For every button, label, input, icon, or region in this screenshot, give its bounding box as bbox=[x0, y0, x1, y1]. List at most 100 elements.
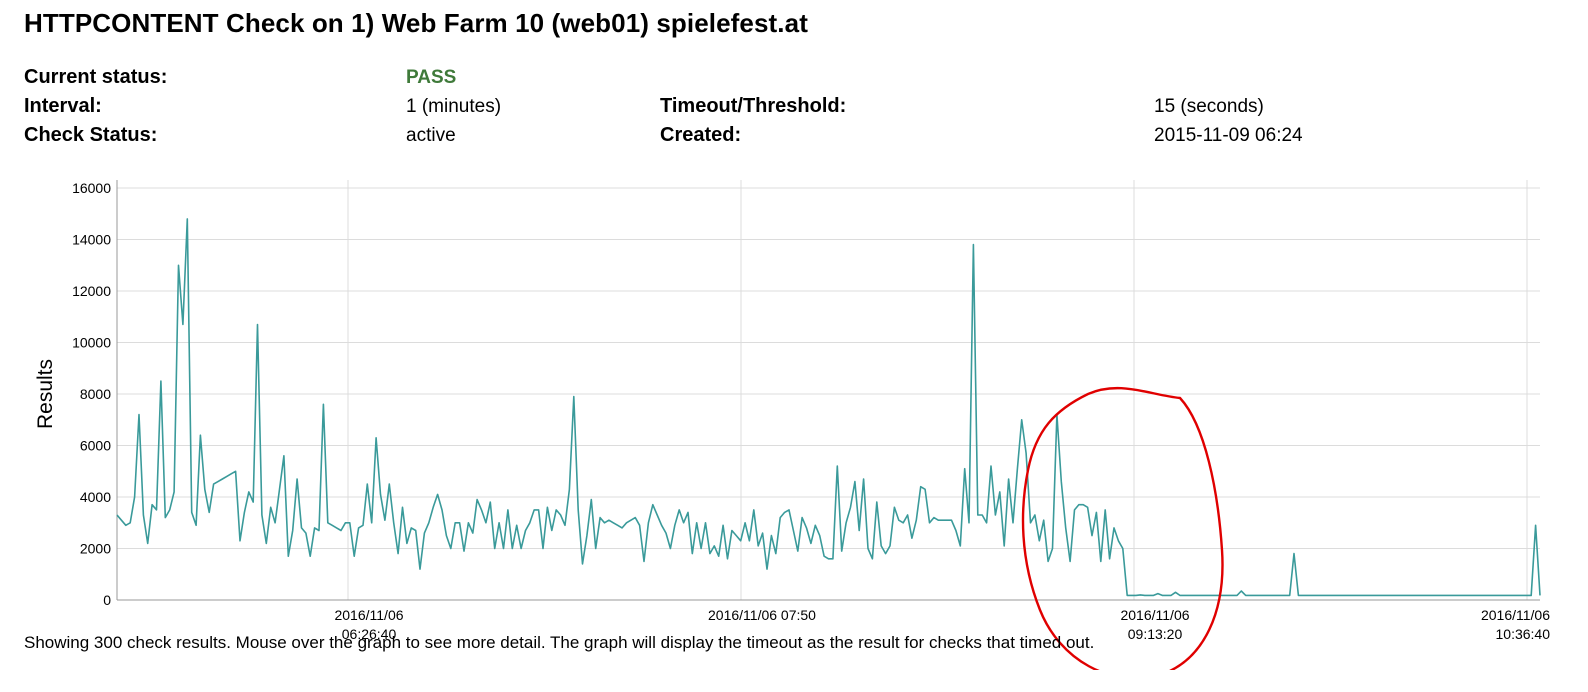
data-point[interactable] bbox=[852, 479, 858, 485]
data-point[interactable] bbox=[746, 538, 752, 544]
data-point[interactable] bbox=[672, 522, 678, 528]
data-point[interactable] bbox=[830, 556, 836, 562]
data-point[interactable] bbox=[544, 504, 550, 510]
data-point[interactable] bbox=[641, 558, 647, 564]
data-point[interactable] bbox=[360, 522, 366, 528]
data-point[interactable] bbox=[351, 553, 357, 559]
data-point[interactable] bbox=[430, 504, 436, 510]
data-point[interactable] bbox=[597, 515, 603, 521]
data-point[interactable] bbox=[777, 515, 783, 521]
data-point[interactable] bbox=[865, 546, 871, 552]
data-point[interactable] bbox=[285, 553, 291, 559]
data-point[interactable] bbox=[786, 507, 792, 513]
data-point[interactable] bbox=[1098, 558, 1104, 564]
data-point[interactable] bbox=[1014, 466, 1020, 472]
data-point[interactable] bbox=[404, 540, 410, 546]
data-point[interactable] bbox=[685, 509, 691, 515]
data-point[interactable] bbox=[1287, 592, 1293, 598]
data-point[interactable] bbox=[843, 520, 849, 526]
data-point[interactable] bbox=[839, 548, 845, 554]
data-point[interactable] bbox=[720, 522, 726, 528]
data-point[interactable] bbox=[1054, 412, 1060, 418]
data-point[interactable] bbox=[1028, 520, 1034, 526]
data-point[interactable] bbox=[909, 535, 915, 541]
data-point[interactable] bbox=[474, 497, 480, 503]
data-point[interactable] bbox=[571, 394, 577, 400]
data-point[interactable] bbox=[1120, 546, 1126, 552]
data-point[interactable] bbox=[465, 520, 471, 526]
data-point[interactable] bbox=[492, 546, 498, 552]
data-point[interactable] bbox=[114, 512, 120, 518]
data-point[interactable] bbox=[457, 520, 463, 526]
data-point[interactable] bbox=[400, 504, 406, 510]
data-point[interactable] bbox=[197, 432, 203, 438]
data-point[interactable] bbox=[1001, 543, 1007, 549]
data-point[interactable] bbox=[874, 499, 880, 505]
data-point[interactable] bbox=[391, 520, 397, 526]
data-point[interactable] bbox=[707, 551, 713, 557]
data-point[interactable] bbox=[922, 486, 928, 492]
data-point[interactable] bbox=[1111, 525, 1117, 531]
data-point[interactable] bbox=[514, 522, 520, 528]
data-point[interactable] bbox=[1050, 546, 1056, 552]
data-point[interactable] bbox=[979, 512, 985, 518]
data-point[interactable] bbox=[1006, 476, 1012, 482]
data-point[interactable] bbox=[299, 525, 305, 531]
data-point[interactable] bbox=[272, 520, 278, 526]
data-point[interactable] bbox=[1089, 533, 1095, 539]
data-point[interactable] bbox=[1072, 507, 1078, 513]
data-point[interactable] bbox=[970, 242, 976, 248]
data-point[interactable] bbox=[553, 507, 559, 513]
data-point[interactable] bbox=[1102, 507, 1108, 513]
data-point[interactable] bbox=[883, 551, 889, 557]
data-point[interactable] bbox=[667, 546, 673, 552]
data-point[interactable] bbox=[681, 520, 687, 526]
data-point[interactable] bbox=[347, 520, 353, 526]
data-point[interactable] bbox=[558, 512, 564, 518]
data-point[interactable] bbox=[487, 499, 493, 505]
data-point[interactable] bbox=[654, 512, 660, 518]
data-point[interactable] bbox=[817, 533, 823, 539]
data-point[interactable] bbox=[461, 548, 467, 554]
data-point[interactable] bbox=[448, 546, 454, 552]
data-point[interactable] bbox=[584, 533, 590, 539]
data-point[interactable] bbox=[435, 491, 441, 497]
data-point[interactable] bbox=[1067, 558, 1073, 564]
data-point[interactable] bbox=[1291, 551, 1297, 557]
data-point[interactable] bbox=[768, 533, 774, 539]
data-point[interactable] bbox=[536, 507, 542, 513]
data-point[interactable] bbox=[659, 522, 665, 528]
data-point[interactable] bbox=[246, 489, 252, 495]
data-point[interactable] bbox=[483, 520, 489, 526]
data-point[interactable] bbox=[716, 553, 722, 559]
chart-svg[interactable]: 0 2000 4000 6000 8000 10000 12000 14000 16000 Res… bbox=[0, 170, 1588, 670]
data-point[interactable] bbox=[566, 486, 572, 492]
data-point[interactable] bbox=[637, 522, 643, 528]
data-point[interactable] bbox=[1085, 504, 1091, 510]
data-point[interactable] bbox=[1238, 588, 1244, 594]
data-point[interactable] bbox=[913, 517, 919, 523]
data-point[interactable] bbox=[1115, 538, 1121, 544]
data-point[interactable] bbox=[303, 530, 309, 536]
data-point[interactable] bbox=[738, 538, 744, 544]
data-point[interactable] bbox=[509, 546, 515, 552]
data-point[interactable] bbox=[795, 548, 801, 554]
data-point[interactable] bbox=[426, 520, 432, 526]
data-point[interactable] bbox=[1058, 479, 1064, 485]
data-point[interactable] bbox=[140, 512, 146, 518]
data-point[interactable] bbox=[812, 522, 818, 528]
data-point[interactable] bbox=[997, 489, 1003, 495]
data-point[interactable] bbox=[263, 540, 269, 546]
data-point[interactable] bbox=[290, 528, 296, 534]
data-point[interactable] bbox=[320, 401, 326, 407]
data-point[interactable] bbox=[439, 507, 445, 513]
data-point[interactable] bbox=[698, 546, 704, 552]
data-point[interactable] bbox=[496, 520, 502, 526]
data-point[interactable] bbox=[804, 525, 810, 531]
data-point[interactable] bbox=[180, 322, 186, 328]
data-point[interactable] bbox=[694, 520, 700, 526]
data-point[interactable] bbox=[887, 543, 893, 549]
data-point[interactable] bbox=[189, 509, 195, 515]
data-point[interactable] bbox=[268, 504, 274, 510]
data-point[interactable] bbox=[760, 530, 766, 536]
